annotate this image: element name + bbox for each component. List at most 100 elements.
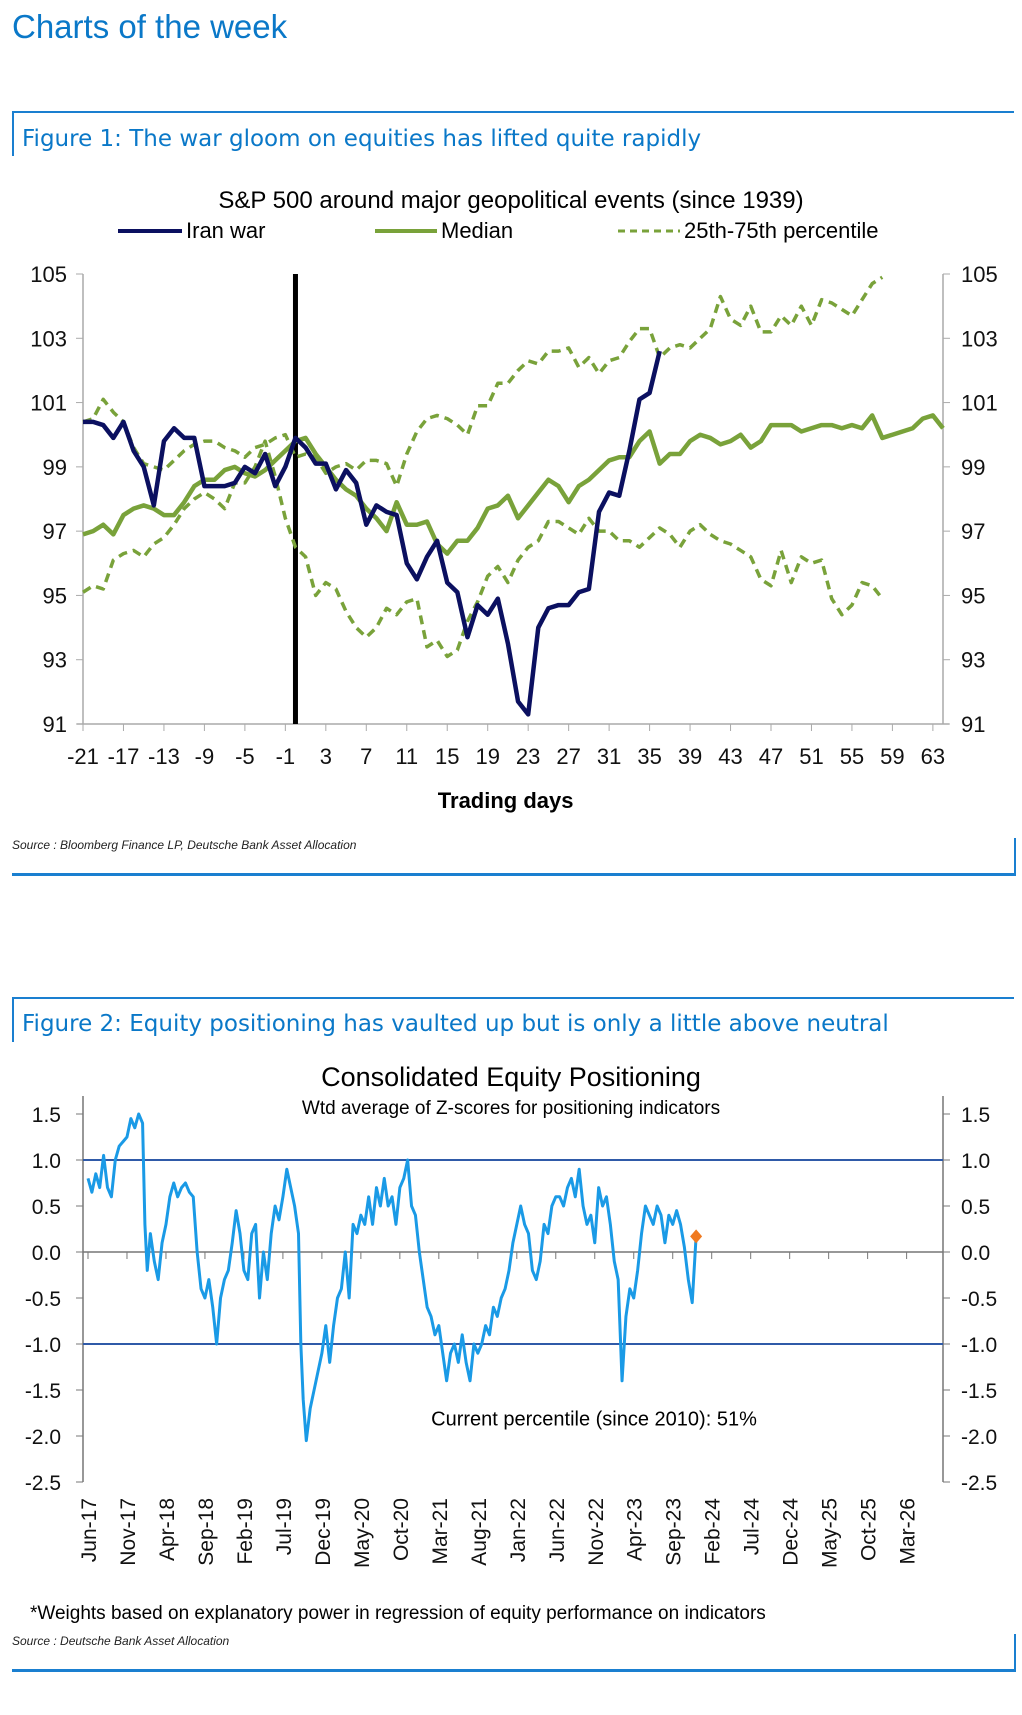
y-tick-label-left: 103 bbox=[30, 326, 67, 351]
y-tick-label-right: 1.0 bbox=[961, 1150, 990, 1173]
x-tick-label: 43 bbox=[718, 744, 742, 769]
y-tick-label-left: 95 bbox=[43, 583, 67, 608]
x-tick-label: 31 bbox=[597, 744, 621, 769]
x-tick-label: -1 bbox=[276, 744, 296, 769]
x-tick-label: 23 bbox=[516, 744, 540, 769]
y-tick-label-right: 101 bbox=[961, 391, 998, 416]
figure2-right-border bbox=[1014, 1634, 1016, 1672]
page-title: Charts of the week bbox=[12, 8, 288, 45]
x-tick-label: Apr-18 bbox=[156, 1498, 179, 1561]
chart-figure1: S&P 500 around major geopolitical events… bbox=[30, 187, 998, 813]
current-value-marker bbox=[690, 1229, 703, 1244]
y-tick-label-left: -2.5 bbox=[25, 1472, 61, 1495]
x-tick-label: Oct-25 bbox=[858, 1498, 881, 1561]
x-tick-label: -17 bbox=[108, 744, 140, 769]
y-tick-label-left: 0.0 bbox=[32, 1242, 61, 1265]
x-tick-label: -21 bbox=[67, 744, 99, 769]
x-tick-label: 15 bbox=[435, 744, 459, 769]
percentile-annotation: Current percentile (since 2010): 51% bbox=[431, 1409, 757, 1431]
chart-title: Consolidated Equity Positioning bbox=[321, 1062, 701, 1092]
figure1-caption: Figure 1: The war gloom on equities has … bbox=[22, 126, 702, 152]
figure2-top-border bbox=[12, 997, 1014, 999]
x-tick-label: 7 bbox=[360, 744, 372, 769]
x-tick-label: 27 bbox=[556, 744, 580, 769]
y-tick-label-left: 0.5 bbox=[32, 1196, 61, 1219]
figure1-right-border bbox=[1014, 838, 1016, 876]
figure2-caption: Figure 2: Equity positioning has vaulted… bbox=[22, 1011, 889, 1037]
y-tick-label-right: 99 bbox=[961, 455, 985, 480]
x-tick-label: 3 bbox=[320, 744, 332, 769]
y-tick-label-right: 103 bbox=[961, 326, 998, 351]
x-tick-label: Jul-19 bbox=[273, 1498, 296, 1555]
percentile-75-line bbox=[82, 275, 884, 488]
chart-figure2: Consolidated Equity Positioning Wtd avera… bbox=[25, 1062, 997, 1624]
y-tick-label-left: -1.5 bbox=[25, 1380, 61, 1403]
x-tick-label: Mar-26 bbox=[897, 1498, 920, 1565]
y-tick-label-right: 95 bbox=[961, 583, 985, 608]
x-tick-label: 19 bbox=[475, 744, 499, 769]
y-tick-label-right: 105 bbox=[961, 262, 998, 287]
x-tick-label: Oct-20 bbox=[390, 1498, 413, 1561]
figure2-left-border bbox=[12, 997, 14, 1042]
x-tick-label: Apr-23 bbox=[624, 1498, 647, 1561]
x-tick-label: 59 bbox=[880, 744, 904, 769]
y-tick-label-right: 93 bbox=[961, 648, 985, 673]
x-tick-label: Jul-24 bbox=[741, 1498, 764, 1556]
y-tick-label-right: 0.5 bbox=[961, 1196, 990, 1219]
y-tick-label-right: -1.5 bbox=[961, 1380, 997, 1403]
x-tick-label: 39 bbox=[678, 744, 702, 769]
x-tick-label: Dec-19 bbox=[312, 1498, 335, 1566]
x-tick-label: Sep-23 bbox=[663, 1498, 686, 1566]
figure2-source: Source : Deutsche Bank Asset Allocation bbox=[12, 1634, 230, 1648]
iran-war-line bbox=[83, 350, 662, 717]
x-tick-label: May-25 bbox=[819, 1498, 842, 1568]
x-tick-label: Feb-24 bbox=[702, 1498, 725, 1565]
figure1-bottom-border bbox=[12, 873, 1016, 876]
y-tick-label-left: -1.0 bbox=[25, 1334, 61, 1357]
legend-percentile-label: 25th-75th percentile bbox=[684, 218, 878, 243]
legend-median-label: Median bbox=[441, 218, 513, 243]
y-tick-label-right: 97 bbox=[961, 519, 985, 544]
y-tick-label-left: 1.0 bbox=[32, 1150, 61, 1173]
y-tick-label-right: -2.5 bbox=[961, 1472, 997, 1495]
percentile-25-line bbox=[82, 439, 884, 659]
x-tick-label: 47 bbox=[759, 744, 783, 769]
figure1-left-border bbox=[12, 111, 14, 156]
x-tick-label: Jan-22 bbox=[507, 1498, 530, 1562]
figure1-top-border bbox=[12, 111, 1014, 113]
figure1-source: Source : Bloomberg Finance LP, Deutsche … bbox=[12, 838, 357, 852]
positioning-line bbox=[86, 1112, 698, 1443]
x-axis-title: Trading days bbox=[438, 788, 574, 813]
x-tick-label: 55 bbox=[840, 744, 864, 769]
x-tick-label: 63 bbox=[921, 744, 945, 769]
legend-iran-war-label: Iran war bbox=[186, 218, 265, 243]
x-tick-label: Aug-21 bbox=[468, 1498, 491, 1566]
y-tick-label-right: 0.0 bbox=[961, 1242, 990, 1265]
y-tick-label-left: 105 bbox=[30, 262, 67, 287]
y-tick-label-left: -2.0 bbox=[25, 1426, 61, 1449]
x-tick-label: -13 bbox=[148, 744, 180, 769]
median-line bbox=[82, 413, 945, 556]
y-tick-label-left: 93 bbox=[43, 648, 67, 673]
x-tick-label: Feb-19 bbox=[234, 1498, 257, 1565]
y-tick-label-left: 1.5 bbox=[32, 1104, 61, 1127]
y-tick-label-right: 91 bbox=[961, 712, 985, 737]
x-tick-label: 11 bbox=[395, 744, 418, 769]
x-tick-label: 51 bbox=[799, 744, 823, 769]
y-tick-label-right: -0.5 bbox=[961, 1288, 997, 1311]
chart-subtitle: Wtd average of Z-scores for positioning … bbox=[302, 1098, 720, 1119]
y-tick-label-left: -0.5 bbox=[25, 1288, 61, 1311]
x-tick-label: -9 bbox=[195, 744, 215, 769]
y-tick-label-left: 91 bbox=[43, 712, 67, 737]
x-tick-label: Jun-22 bbox=[546, 1498, 569, 1562]
figure2-bottom-border bbox=[12, 1669, 1016, 1672]
x-tick-label: Sep-18 bbox=[195, 1498, 218, 1566]
x-tick-label: Nov-22 bbox=[585, 1498, 608, 1566]
y-tick-label-left: 99 bbox=[43, 455, 67, 480]
y-tick-label-left: 97 bbox=[43, 519, 67, 544]
x-tick-label: -5 bbox=[235, 744, 255, 769]
y-tick-label-right: 1.5 bbox=[961, 1104, 990, 1127]
y-tick-label-right: -2.0 bbox=[961, 1426, 997, 1449]
x-tick-label: Dec-24 bbox=[780, 1498, 803, 1566]
chart-title: S&P 500 around major geopolitical events… bbox=[218, 187, 803, 214]
